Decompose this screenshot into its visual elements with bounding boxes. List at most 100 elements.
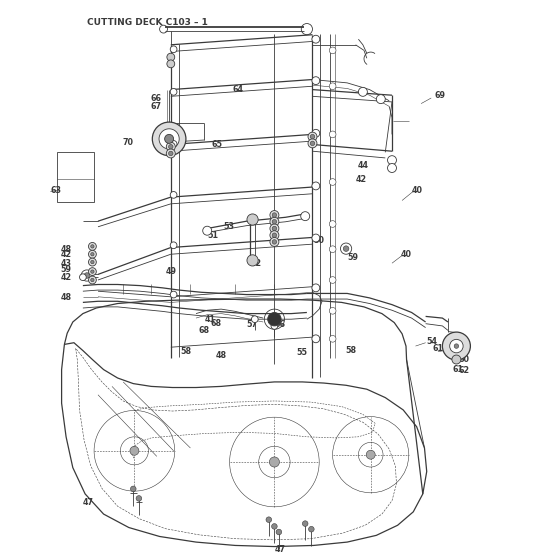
Text: 48: 48 bbox=[60, 293, 72, 302]
Text: 63: 63 bbox=[50, 186, 62, 195]
Circle shape bbox=[312, 77, 320, 85]
Circle shape bbox=[170, 88, 177, 95]
Circle shape bbox=[247, 214, 258, 225]
Circle shape bbox=[329, 179, 336, 185]
Circle shape bbox=[302, 521, 308, 526]
Circle shape bbox=[91, 260, 94, 264]
Circle shape bbox=[272, 213, 277, 217]
Circle shape bbox=[247, 255, 258, 266]
Text: 64: 64 bbox=[232, 85, 244, 94]
Text: 66: 66 bbox=[150, 94, 161, 102]
Circle shape bbox=[170, 46, 177, 53]
Circle shape bbox=[312, 182, 320, 190]
Circle shape bbox=[312, 129, 320, 137]
Text: 42: 42 bbox=[60, 273, 72, 282]
Circle shape bbox=[310, 141, 315, 146]
Circle shape bbox=[88, 242, 96, 250]
Circle shape bbox=[329, 47, 336, 54]
Text: 55: 55 bbox=[297, 348, 308, 357]
Text: 42: 42 bbox=[60, 250, 72, 259]
Circle shape bbox=[270, 231, 279, 240]
Circle shape bbox=[91, 245, 94, 248]
Text: CUTTING DECK C103 – 1: CUTTING DECK C103 – 1 bbox=[87, 18, 208, 27]
Circle shape bbox=[88, 268, 96, 276]
Circle shape bbox=[388, 156, 396, 165]
Text: 65: 65 bbox=[212, 140, 223, 149]
Circle shape bbox=[271, 323, 278, 329]
Circle shape bbox=[203, 226, 212, 235]
Circle shape bbox=[312, 284, 320, 292]
Bar bbox=[57, 152, 94, 202]
Circle shape bbox=[88, 258, 96, 266]
Circle shape bbox=[272, 220, 277, 224]
Circle shape bbox=[442, 332, 470, 360]
Text: 68: 68 bbox=[210, 319, 221, 328]
Circle shape bbox=[272, 240, 277, 244]
Circle shape bbox=[159, 129, 179, 149]
Circle shape bbox=[270, 224, 279, 233]
Text: 58: 58 bbox=[346, 346, 357, 354]
Circle shape bbox=[450, 339, 463, 353]
Circle shape bbox=[272, 233, 277, 237]
Circle shape bbox=[329, 307, 336, 314]
Circle shape bbox=[251, 316, 258, 323]
Text: 53: 53 bbox=[223, 222, 234, 231]
Text: 58: 58 bbox=[180, 347, 192, 356]
Circle shape bbox=[152, 122, 186, 156]
Circle shape bbox=[170, 141, 177, 147]
Circle shape bbox=[272, 226, 277, 231]
Circle shape bbox=[88, 276, 96, 284]
Text: 56: 56 bbox=[274, 320, 286, 329]
Text: 41: 41 bbox=[204, 315, 216, 324]
Circle shape bbox=[388, 164, 396, 172]
Circle shape bbox=[84, 273, 90, 278]
Circle shape bbox=[309, 526, 314, 532]
Circle shape bbox=[366, 450, 375, 459]
Circle shape bbox=[266, 517, 272, 522]
Circle shape bbox=[169, 151, 173, 156]
Circle shape bbox=[166, 149, 175, 158]
Circle shape bbox=[169, 144, 173, 149]
Circle shape bbox=[269, 457, 279, 467]
Text: 67: 67 bbox=[150, 102, 161, 111]
Text: 44: 44 bbox=[357, 161, 368, 170]
Text: 70: 70 bbox=[122, 138, 133, 147]
Circle shape bbox=[165, 134, 174, 143]
Text: 59: 59 bbox=[347, 253, 358, 262]
Text: 54: 54 bbox=[427, 337, 438, 346]
Text: 47: 47 bbox=[274, 545, 286, 554]
Circle shape bbox=[329, 277, 336, 283]
Text: 68: 68 bbox=[199, 326, 210, 335]
Text: 48: 48 bbox=[60, 245, 72, 254]
Circle shape bbox=[136, 496, 142, 501]
Circle shape bbox=[452, 355, 461, 364]
Circle shape bbox=[91, 253, 94, 256]
Circle shape bbox=[343, 246, 349, 251]
Text: 61: 61 bbox=[452, 365, 464, 374]
Text: 59: 59 bbox=[60, 265, 72, 274]
Text: 50: 50 bbox=[314, 236, 325, 245]
Circle shape bbox=[308, 139, 317, 148]
Text: 69: 69 bbox=[434, 91, 445, 100]
Circle shape bbox=[170, 242, 177, 249]
Circle shape bbox=[80, 274, 86, 281]
Circle shape bbox=[329, 83, 336, 90]
Circle shape bbox=[329, 335, 336, 342]
Circle shape bbox=[270, 217, 279, 226]
Circle shape bbox=[310, 134, 315, 139]
Circle shape bbox=[329, 246, 336, 253]
Text: 47: 47 bbox=[83, 498, 94, 507]
Text: 61: 61 bbox=[432, 344, 444, 353]
Text: 48: 48 bbox=[216, 351, 227, 360]
Circle shape bbox=[268, 312, 281, 326]
Text: 43: 43 bbox=[60, 259, 72, 268]
Circle shape bbox=[270, 237, 279, 246]
Circle shape bbox=[312, 234, 320, 242]
Circle shape bbox=[130, 446, 139, 455]
Circle shape bbox=[167, 53, 175, 61]
Circle shape bbox=[312, 335, 320, 343]
Circle shape bbox=[170, 291, 177, 298]
Circle shape bbox=[166, 142, 175, 151]
Circle shape bbox=[130, 486, 136, 492]
Circle shape bbox=[91, 270, 94, 273]
